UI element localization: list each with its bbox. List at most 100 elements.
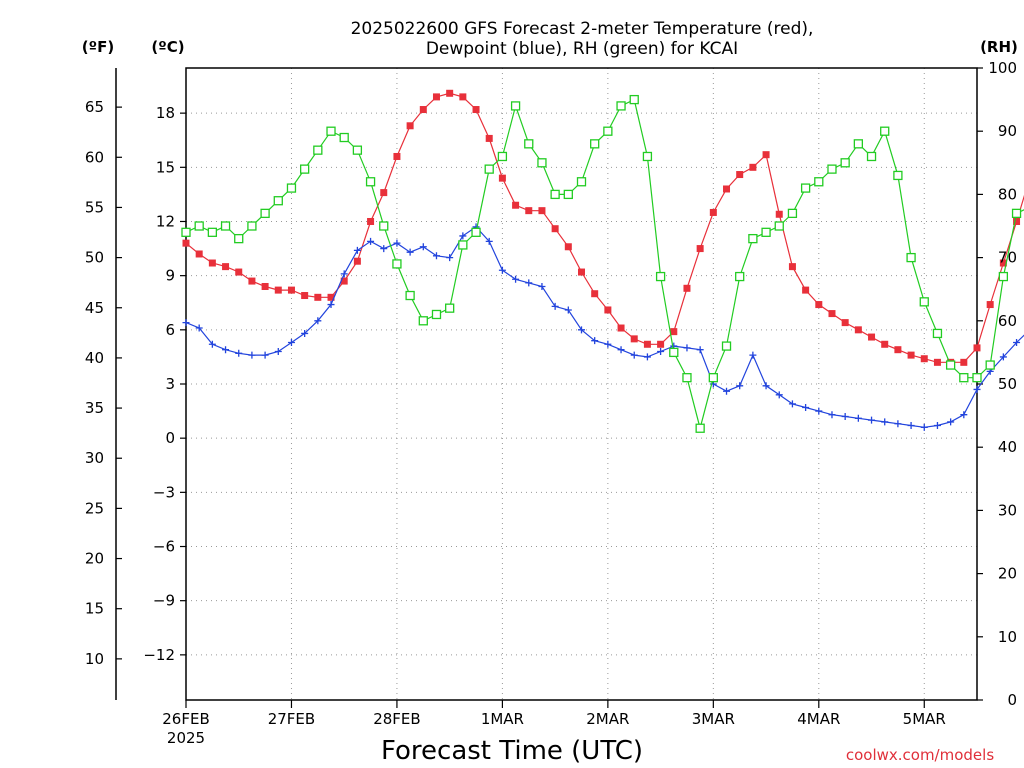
rh-point [273, 196, 283, 206]
rh-point [445, 303, 455, 313]
dewpoint-point [314, 317, 322, 325]
c-tick-label: −6 [153, 538, 175, 556]
rh-tick-label: 10 [998, 628, 1017, 646]
data-series [181, 89, 1024, 433]
dewpoint-point [551, 302, 559, 310]
unit-label-rh: (RH) [980, 38, 1018, 56]
f-tick-label: 45 [85, 299, 104, 317]
f-tick-label: 30 [85, 449, 104, 467]
temperature-point [1013, 217, 1021, 225]
rh-point [497, 151, 508, 162]
temperature-point [709, 208, 717, 216]
x-tick-label: 5MAR [903, 710, 946, 728]
temperature-point [578, 268, 585, 276]
dewpoint-point [419, 243, 427, 251]
rh-point [550, 189, 560, 200]
rh-point [260, 208, 270, 219]
temperature-point [841, 319, 849, 327]
dewpoint-point [841, 413, 849, 421]
rh-point [392, 259, 402, 269]
temperature-point [472, 106, 480, 114]
dewpoint-point [591, 337, 599, 345]
rh-point [379, 221, 389, 231]
rh-point [919, 297, 929, 307]
temperature-point [432, 93, 440, 101]
dewpoint-point [881, 418, 889, 426]
temperature-point [287, 286, 295, 294]
dewpoint-point [406, 248, 414, 256]
temperature-point [314, 293, 322, 301]
rh-line [185, 98, 1024, 431]
dewpoint-point [1013, 338, 1021, 346]
rh-point [220, 221, 231, 231]
temperature-point [643, 340, 651, 348]
dewpoint-point [868, 416, 876, 424]
f-tick-label: 20 [85, 550, 104, 568]
temperature-point [498, 174, 506, 182]
rh-point [471, 227, 481, 237]
rh-point [800, 183, 811, 193]
rh-point [669, 347, 679, 358]
rh-point [708, 373, 718, 383]
temperature-line [185, 92, 1024, 363]
rh-point [880, 126, 890, 136]
rh-point [827, 164, 837, 174]
temperature-point [802, 286, 810, 294]
temperature-point [235, 268, 243, 276]
dewpoint-point [301, 329, 309, 337]
rh-point [563, 189, 573, 200]
temperature-point [340, 277, 348, 285]
temperature-point [274, 286, 282, 294]
rh-point [906, 252, 916, 263]
temperature-point [854, 326, 862, 334]
dewpoint-point [380, 245, 388, 253]
x-tick-label: 1MAR [481, 710, 524, 728]
rh-tick-label: 90 [998, 122, 1017, 140]
rh-tick-label: 30 [998, 501, 1017, 519]
c-tick-label: 15 [156, 158, 175, 176]
temperature-point [775, 210, 783, 218]
temperature-point [749, 163, 757, 171]
x-axis-title: Forecast Time (UTC) [381, 736, 643, 766]
rh-point [352, 145, 363, 155]
temperature-point [367, 217, 375, 225]
rh-point [299, 164, 310, 174]
rh-point [616, 101, 626, 111]
rh-point [590, 139, 600, 149]
temperature-point [525, 207, 533, 215]
dewpoint-line [185, 226, 1024, 428]
temperature-point [406, 122, 414, 130]
dewpoint-point [775, 391, 783, 399]
dewpoint-point [815, 407, 823, 415]
rh-point [576, 177, 587, 187]
temperature-point [986, 301, 994, 309]
dewpoint-point [393, 239, 401, 247]
temperature-point [446, 89, 454, 97]
dewpoint-point [617, 346, 625, 354]
temperature-point [195, 250, 203, 258]
dewpoint-point [222, 346, 230, 354]
dewpoint-point [854, 414, 862, 422]
temperature-point [353, 257, 361, 265]
temperature-point [222, 263, 230, 271]
c-tick-label: 12 [156, 212, 175, 230]
dewpoint-point [512, 275, 520, 283]
temperature-point [485, 134, 493, 142]
rh-tick-label: 80 [998, 185, 1017, 203]
temperature-point [630, 335, 638, 343]
rh-point [431, 309, 442, 320]
rh-point [510, 101, 521, 111]
x-tick-label: 27FEB [268, 710, 315, 728]
dewpoint-point [459, 232, 467, 240]
temperature-point [894, 346, 902, 354]
rh-point [682, 373, 692, 383]
rh-point [642, 151, 653, 162]
dewpoint-point [261, 351, 269, 359]
dewpoint-point [274, 347, 282, 355]
temperature-point [182, 239, 190, 247]
rh-point [893, 170, 903, 181]
temperature-point [815, 301, 823, 309]
rh-point [853, 139, 863, 149]
rh-point [866, 151, 877, 162]
temperature-point [564, 243, 572, 251]
